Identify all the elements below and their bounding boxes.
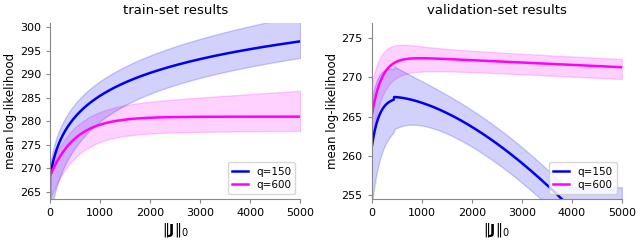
Title: train-set results: train-set results (123, 4, 228, 17)
X-axis label: $\|\mathbf{J}\|_0$: $\|\mathbf{J}\|_0$ (162, 221, 189, 239)
Y-axis label: mean log-likelihood: mean log-likelihood (4, 53, 17, 169)
Title: validation-set results: validation-set results (427, 4, 566, 17)
X-axis label: $\|\mathbf{J}\|_0$: $\|\mathbf{J}\|_0$ (483, 221, 510, 239)
Legend: q=150, q=600: q=150, q=600 (228, 162, 295, 194)
Y-axis label: mean log-likelihood: mean log-likelihood (326, 53, 339, 169)
Legend: q=150, q=600: q=150, q=600 (549, 162, 616, 194)
